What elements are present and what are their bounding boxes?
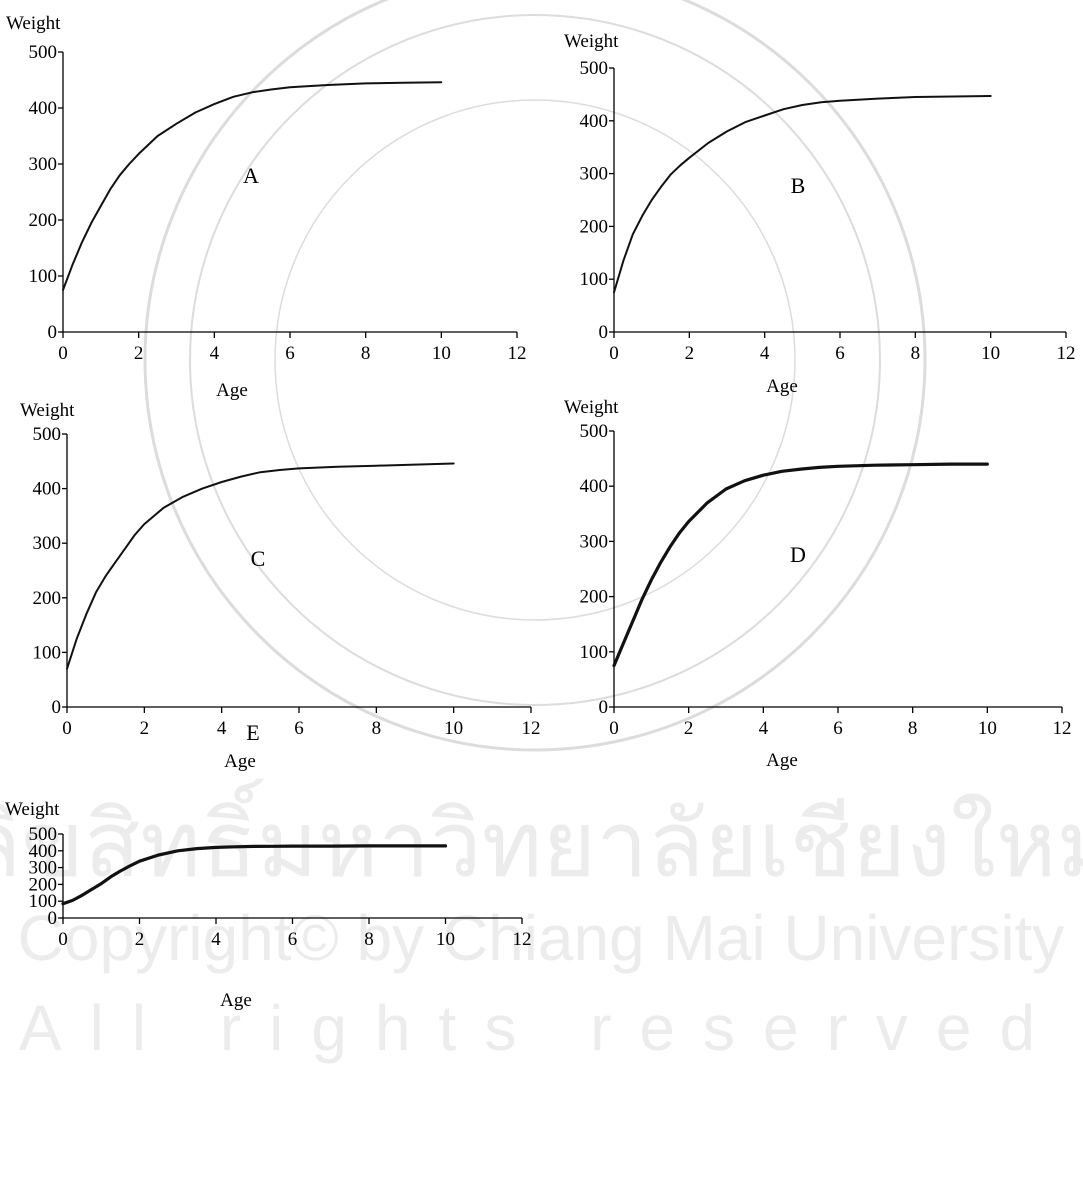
x-tick-label: 6 <box>294 718 304 739</box>
x-tick-label: 12 <box>508 343 527 364</box>
growth-curve-line <box>61 844 448 906</box>
x-tick-label: 12 <box>522 718 541 739</box>
x-tick-label: 4 <box>759 718 769 739</box>
x-tick-label: 4 <box>210 343 220 364</box>
y-axis-title: Weight <box>20 400 75 421</box>
x-tick-label: 2 <box>134 343 144 364</box>
chart-panel-d: 0 100 200 300 400 500 0 2 4 6 8 10 12 Weight Age D <box>564 397 1072 771</box>
y-tick-label: 100 <box>29 891 58 912</box>
y-tick-label: 300 <box>580 531 609 552</box>
panel-label: D <box>790 542 806 567</box>
x-tick-label: 4 <box>760 343 770 364</box>
y-tick-label: 100 <box>29 266 58 287</box>
x-tick-label: 12 <box>1053 718 1072 739</box>
x-tick-label: 2 <box>140 718 150 739</box>
watermark-rights-text: All rights reserved <box>19 992 1063 1064</box>
panel-label: E <box>246 720 259 745</box>
growth-curve-line <box>66 462 455 670</box>
y-tick-label: 300 <box>29 154 58 175</box>
y-axis-title: Weight <box>564 397 619 418</box>
x-tick-label: 0 <box>58 343 68 364</box>
x-tick-label: 4 <box>211 929 221 950</box>
panel-label: A <box>243 163 259 188</box>
y-tick-label: 500 <box>580 421 609 442</box>
y-axis-title: Weight <box>564 31 619 52</box>
growth-curve-line <box>62 81 443 291</box>
x-tick-label: 6 <box>285 343 295 364</box>
y-tick-label: 200 <box>33 588 62 609</box>
x-tick-label: 10 <box>436 929 455 950</box>
x-axis-title: Age <box>224 751 256 772</box>
growth-curve-line <box>613 95 992 294</box>
y-tick-label: 200 <box>29 874 58 895</box>
y-tick-label: 0 <box>48 908 58 929</box>
y-tick-label: 500 <box>580 58 609 79</box>
x-tick-label: 8 <box>361 343 371 364</box>
y-tick-label: 500 <box>33 424 62 445</box>
chart-panel-c: 0 100 200 300 400 500 0 2 4 6 8 10 12 Weight Age C <box>20 400 541 772</box>
x-tick-label: 2 <box>685 343 695 364</box>
chart-panel-a: 0 100 200 300 400 500 0 2 4 6 8 10 12 Weight Age A <box>6 13 527 401</box>
y-tick-label: 300 <box>580 164 609 185</box>
x-tick-label: 2 <box>135 929 145 950</box>
x-tick-label: 10 <box>432 343 451 364</box>
y-axis-title: Weight <box>5 799 60 820</box>
y-tick-label: 100 <box>580 642 609 663</box>
x-axis-title: Age <box>220 990 252 1011</box>
x-tick-label: 0 <box>62 718 72 739</box>
x-tick-label: 10 <box>978 718 997 739</box>
y-tick-label: 100 <box>33 642 62 663</box>
panel-label: C <box>251 546 266 571</box>
y-tick-label: 200 <box>580 587 609 608</box>
y-tick-label: 400 <box>29 98 58 119</box>
chart-panel-b: 0 100 200 300 400 500 0 2 4 6 8 10 12 Weight Age B <box>564 31 1076 397</box>
x-tick-label: 0 <box>609 343 619 364</box>
x-tick-label: 10 <box>444 718 463 739</box>
x-tick-label: 6 <box>835 343 845 364</box>
x-tick-label: 0 <box>58 929 68 950</box>
y-tick-label: 300 <box>29 858 58 879</box>
x-axis-title: Age <box>766 750 798 771</box>
y-tick-label: 400 <box>580 476 609 497</box>
y-tick-label: 0 <box>599 697 609 718</box>
x-tick-label: 4 <box>217 718 227 739</box>
x-tick-label: 6 <box>288 929 298 950</box>
y-tick-label: 400 <box>580 111 609 132</box>
x-tick-label: 8 <box>911 343 921 364</box>
x-tick-label: 12 <box>1057 343 1076 364</box>
watermark-copyright-text: Copyright© by Chiang Mai University <box>18 902 1065 974</box>
y-tick-label: 300 <box>33 533 62 554</box>
growth-curve-line <box>612 462 989 668</box>
x-tick-label: 2 <box>684 718 694 739</box>
university-seal-watermark: ลิขสิทธิ์มหาวิทยาลัยเชียงใหม่ Copyright©… <box>0 0 1083 1064</box>
x-tick-label: 8 <box>908 718 918 739</box>
y-tick-label: 0 <box>599 322 609 343</box>
y-axis-title: Weight <box>6 13 61 34</box>
y-tick-label: 0 <box>48 322 58 343</box>
y-tick-label: 200 <box>29 210 58 231</box>
x-tick-label: 8 <box>364 929 374 950</box>
x-tick-label: 0 <box>609 718 619 739</box>
y-tick-label: 400 <box>29 841 58 862</box>
y-tick-label: 200 <box>580 216 609 237</box>
y-tick-label: 0 <box>52 697 62 718</box>
y-tick-label: 500 <box>29 824 58 845</box>
watermark-thai-text: ลิขสิทธิ์มหาวิทยาลัยเชียงใหม่ <box>0 778 1083 896</box>
x-axis-title: Age <box>216 380 248 401</box>
y-tick-label: 100 <box>580 269 609 290</box>
x-axis-title: Age <box>766 376 798 397</box>
panel-label: B <box>791 173 806 198</box>
x-tick-label: 12 <box>513 929 532 950</box>
y-tick-label: 400 <box>33 479 62 500</box>
x-tick-label: 8 <box>372 718 382 739</box>
x-tick-label: 6 <box>833 718 843 739</box>
y-tick-label: 500 <box>29 42 58 63</box>
x-tick-label: 10 <box>981 343 1000 364</box>
